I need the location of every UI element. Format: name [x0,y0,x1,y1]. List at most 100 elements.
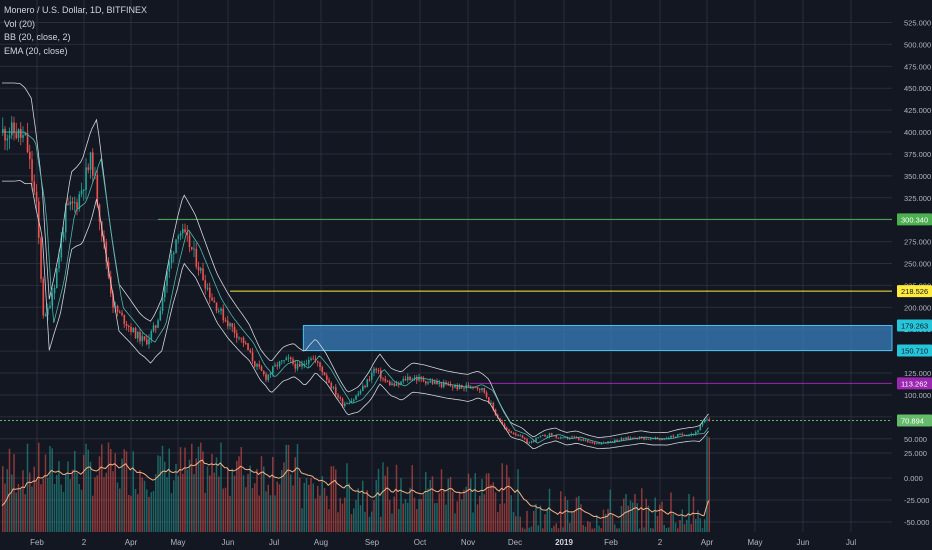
candle-body [434,381,436,384]
volume-bar [584,526,587,532]
candle-body [562,437,564,439]
candle-body [26,133,29,153]
legend-ema[interactable]: EMA (20, close) [4,45,68,56]
candle-body [533,440,535,442]
legend-volume[interactable]: Vol (20) [4,18,36,29]
candle-body [454,385,456,388]
candle-body [699,425,702,431]
candle-body [519,435,522,437]
price-level-label-box [897,319,932,332]
candle-body [242,337,245,344]
volume-bar [314,498,317,532]
candle-body [395,383,398,386]
volume-bar [94,477,96,532]
time-axis-tick-label: Jul [846,538,856,547]
candle-body [409,376,411,381]
candle-body [429,381,432,383]
candle-body [373,368,375,373]
candle-body [231,323,234,327]
candle-body [157,320,159,328]
candle-body [191,247,193,250]
volume-bar [89,461,92,532]
candle-body [24,133,27,136]
candle-body [278,361,281,367]
volume-bar [512,511,515,532]
ema-line [2,131,709,444]
volume-bar [674,522,677,532]
volume-bar [587,521,589,532]
volume-bar [294,457,296,532]
candle-body [274,365,276,367]
volume-bar [141,477,143,532]
volume-bar [386,466,389,532]
candle-body [179,233,182,236]
candle-body [139,332,141,342]
candle-body [6,138,9,141]
volume-bar [530,526,533,532]
candle-body [287,357,290,359]
volume-bar [632,502,634,532]
volume-bar [188,459,191,532]
candle-body [357,393,360,396]
candle-body [96,174,99,205]
volume-bar [137,494,139,532]
volume-bar [636,503,638,532]
volume-bar [330,466,332,532]
candle-body [42,278,45,316]
volume-bar [380,516,382,532]
volume-bar [283,462,285,532]
candle-body [245,343,247,345]
candle-body [528,442,531,444]
volume-bar [686,519,688,532]
volume-bar [44,454,47,532]
candle-body [305,363,308,365]
volume-bar [62,492,65,532]
volume-bar [508,477,510,532]
volume-bar [143,480,146,532]
volume-bar [663,524,665,532]
volume-bar [152,491,155,532]
volume-bar [616,528,618,532]
legend-symbol[interactable]: Monero / U.S. Dollar, 1D, BITFINEX [4,5,148,15]
volume-bar [123,449,125,532]
volume-bar [269,495,272,532]
volume-bar [310,478,312,532]
volume-bar [357,488,359,532]
volume-bar [31,486,33,532]
candle-body [182,229,184,234]
volume-bar [431,476,434,532]
candle-body [650,438,652,440]
candle-body [92,152,94,176]
volume-bar [562,527,564,532]
candle-body [674,436,677,438]
legend-bollinger-bands[interactable]: BB (20, close, 2) [4,32,71,42]
volume-bar [285,444,287,532]
candle-body [13,122,15,134]
candle-body [416,378,418,381]
candle-body [17,128,20,139]
volume-bar [539,505,542,532]
volume-bar [472,512,474,532]
volume-bar [706,436,708,532]
candle-body [611,441,614,443]
volume-bar [656,516,659,532]
volume-bar [701,528,704,532]
candle-body [555,435,558,438]
volume-bar [303,482,305,532]
candle-body [600,443,603,445]
price-level-label: 70.894 [901,416,924,425]
volume-bar [364,511,366,532]
candle-body [202,268,204,281]
candle-body [614,439,616,442]
candle-body [326,375,328,380]
time-axis-tick-label: 2019 [555,538,573,547]
volume-bar [465,486,467,532]
volume-bar [382,462,384,532]
volume-bar [499,503,501,532]
volume-bar [157,455,159,532]
price-axis-tick-label: 275.000 [904,238,931,247]
candle-body [121,312,123,316]
candle-body [582,439,585,441]
